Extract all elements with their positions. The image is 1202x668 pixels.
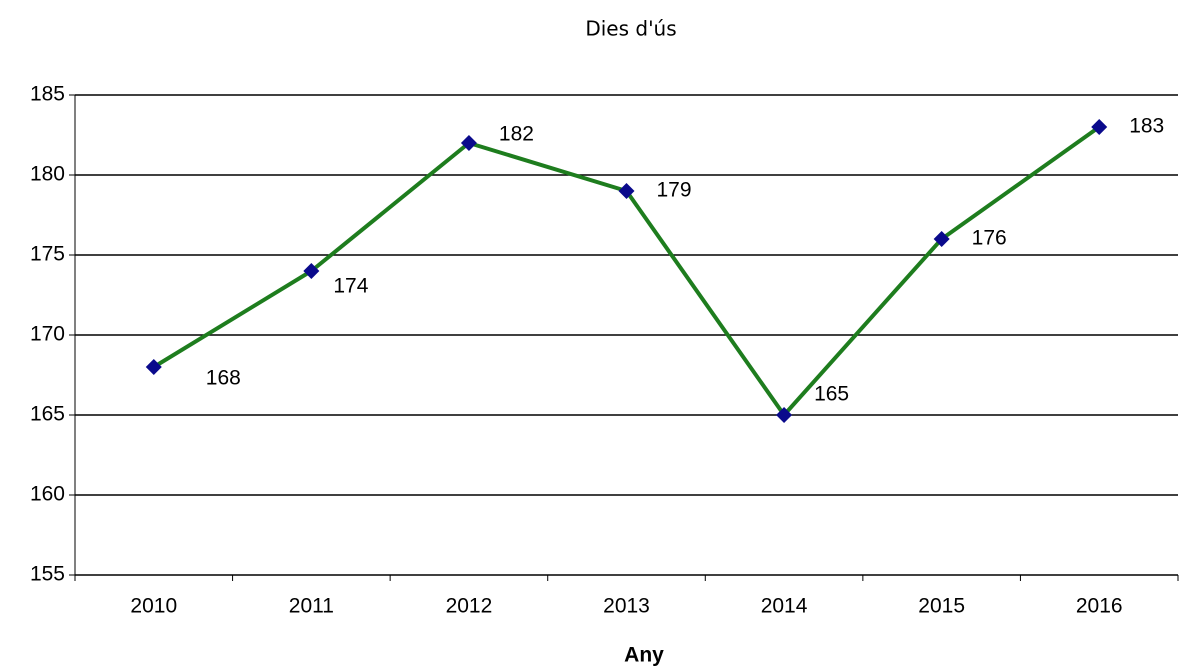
- data-label: 168: [206, 367, 241, 390]
- x-tick-label: 2015: [918, 595, 965, 618]
- marker: [776, 407, 793, 423]
- x-tick-label: 2016: [1076, 595, 1123, 618]
- data-label: 183: [1129, 115, 1164, 138]
- data-label: 182: [499, 123, 534, 146]
- x-axis-label: Any: [624, 644, 664, 667]
- y-tick-label: 175: [30, 243, 65, 266]
- marker: [933, 231, 950, 247]
- y-tick-label: 180: [30, 163, 65, 186]
- data-label: 176: [972, 227, 1007, 250]
- y-tick-label: 165: [30, 403, 65, 426]
- line: [152, 125, 1101, 417]
- data-label: 174: [333, 275, 368, 298]
- marker: [1091, 119, 1108, 135]
- data-label: 179: [657, 179, 692, 202]
- data-label: 165: [814, 383, 849, 406]
- y-tick-label: 170: [30, 323, 65, 346]
- chart-title: Dies d'ús: [585, 17, 676, 41]
- marker: [618, 183, 635, 199]
- x-tick-label: 2011: [289, 595, 334, 618]
- x-tick-label: 2014: [761, 595, 808, 618]
- marker: [145, 359, 162, 375]
- x-tick-label: 2012: [446, 595, 493, 618]
- x-tick-label: 2010: [130, 595, 177, 618]
- marker: [460, 135, 477, 151]
- marker: [303, 263, 320, 279]
- y-tick-label: 160: [30, 483, 65, 506]
- y-tick-label: 155: [30, 563, 65, 586]
- x-tick-label: 2013: [603, 595, 650, 618]
- y-tick-label: 185: [30, 83, 65, 106]
